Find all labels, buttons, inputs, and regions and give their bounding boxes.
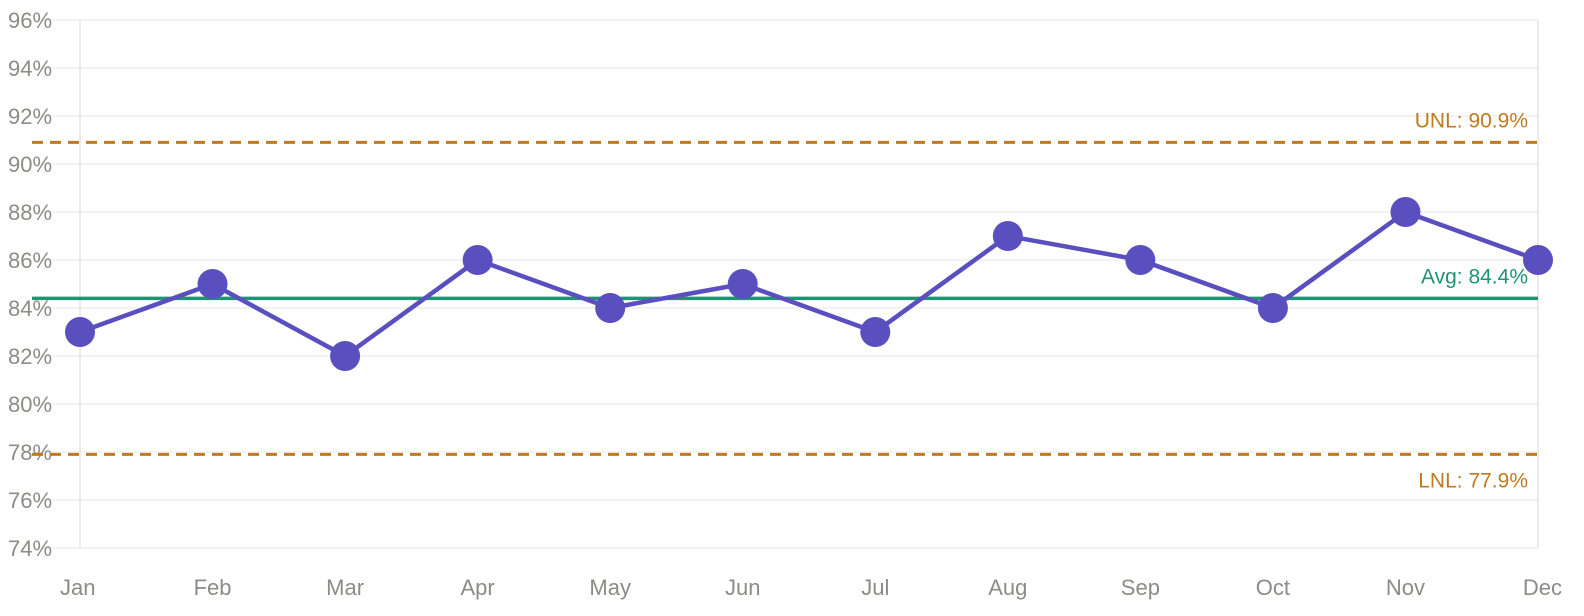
grid — [38, 19, 1539, 549]
reference-line-label: LNL: 77.9% — [1418, 469, 1528, 492]
series-line — [79, 209, 1539, 359]
y-tick-label: 82% — [8, 344, 52, 369]
data-point — [330, 341, 361, 371]
y-tick-label: 80% — [8, 392, 52, 417]
data-point — [1523, 245, 1553, 275]
reference-line-label: Avg: 84.4% — [1421, 265, 1528, 288]
y-tick-label: 88% — [8, 200, 52, 225]
y-tick-label: 94% — [8, 56, 52, 81]
data-point — [595, 293, 626, 323]
x-tick-label: Oct — [1256, 575, 1290, 600]
x-axis-ticks: Jan Feb Mar Apr May Jun Jul Aug Sep Oct Nov Dec — [60, 575, 1562, 600]
data-point — [727, 269, 758, 299]
y-tick-label: 90% — [8, 152, 52, 177]
x-tick-label: May — [589, 575, 631, 600]
y-tick-label: 84% — [8, 296, 52, 321]
y-tick-label: 92% — [8, 104, 52, 129]
data-point — [992, 221, 1023, 251]
x-tick-label: Jan — [60, 575, 95, 600]
reference-line-label: UNL: 90.9% — [1415, 109, 1528, 132]
data-point — [1390, 197, 1421, 227]
x-tick-label: Apr — [461, 575, 495, 600]
x-tick-label: Dec — [1523, 575, 1562, 600]
y-tick-label: 76% — [8, 488, 52, 513]
data-point — [860, 317, 891, 347]
data-point — [1125, 245, 1156, 275]
y-axis-ticks: 74% 76% 78% 80% 82% 84% 86% 88% 90% 92% 94% 96% — [8, 8, 52, 561]
data-point — [462, 245, 493, 275]
x-tick-label: Jun — [725, 575, 760, 600]
x-tick-label: Nov — [1386, 575, 1425, 600]
x-tick-label: Mar — [326, 575, 364, 600]
data-point — [1257, 293, 1288, 323]
x-tick-label: Jul — [861, 575, 889, 600]
data-point — [197, 269, 228, 299]
y-tick-label: 96% — [8, 8, 52, 33]
y-tick-label: 78% — [8, 440, 52, 465]
y-tick-label: 86% — [8, 248, 52, 273]
data-point — [65, 317, 95, 347]
x-tick-label: Aug — [988, 575, 1027, 600]
x-tick-label: Sep — [1121, 575, 1160, 600]
series — [65, 197, 1553, 371]
y-tick-label: 74% — [8, 536, 52, 561]
x-tick-label: Feb — [194, 575, 232, 600]
